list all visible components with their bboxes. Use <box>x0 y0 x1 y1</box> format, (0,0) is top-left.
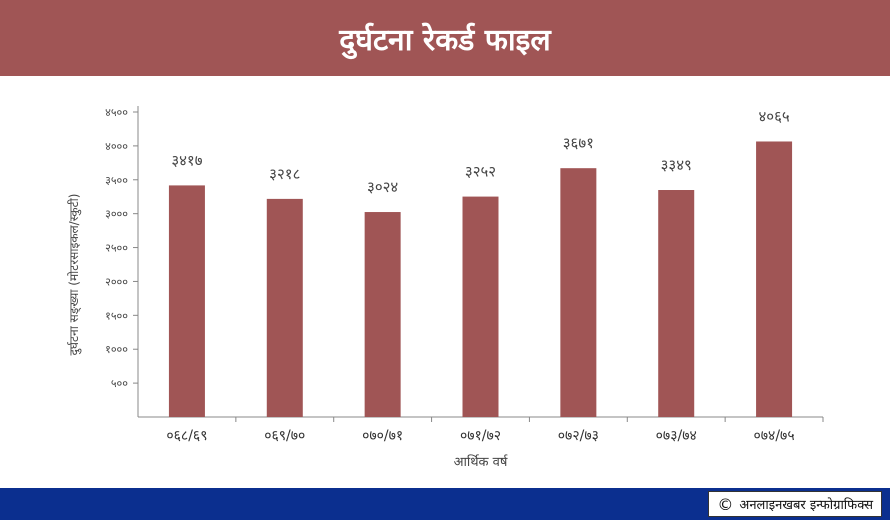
page-title: दुर्घटना रेकर्ड फाइल <box>339 22 551 58</box>
footer-bar: © अनलाइनखबर इन्फोग्राफिक्स <box>0 488 890 520</box>
data-label: ३३४९ <box>661 156 692 174</box>
data-label: ३२५२ <box>465 163 496 181</box>
bar <box>462 196 499 417</box>
y-tick-label: ५०० <box>111 377 128 390</box>
x-tick-label: ०६८/६९ <box>166 428 207 444</box>
x-tick-label: ०७०/७१ <box>362 428 403 444</box>
bar <box>364 212 401 417</box>
data-label: ३४१७ <box>171 151 202 169</box>
bar <box>756 141 793 417</box>
x-tick-label: ०६९/७० <box>264 428 305 444</box>
data-label: ३२१८ <box>269 165 300 183</box>
x-tick-label: ०७३/७४ <box>656 428 697 444</box>
credit-text: अनलाइनखबर इन्फोग्राफिक्स <box>739 498 873 513</box>
bar <box>168 185 205 417</box>
y-tick-label: २००० <box>105 275 128 288</box>
y-tick-label: ४५०० <box>105 106 128 119</box>
header-banner: दुर्घटना रेकर्ड फाइल <box>0 0 890 76</box>
bar <box>560 168 597 417</box>
data-label: ४०६५ <box>758 107 789 125</box>
x-axis-title: आर्थिक वर्ष <box>454 454 509 470</box>
y-tick-label: १००० <box>105 343 128 356</box>
bar-chart: ५०० १००० १५०० २००० २५०० ३००० ३५०० ४००० ४५०० ३४१७ ०… <box>67 106 824 470</box>
copyright-icon: © <box>717 494 734 514</box>
credit-badge: © अनलाइनखबर इन्फोग्राफिक्स <box>708 491 882 517</box>
y-axis-title: दुर्घटना सङ्ख्या (मोटरसाइकल/स्कुटी) <box>67 194 82 356</box>
data-label: ३६७१ <box>563 134 594 152</box>
y-tick-label: ४००० <box>105 140 128 153</box>
x-tick-label: ०७१/७२ <box>460 428 501 444</box>
y-tick-label: २५०० <box>105 242 128 255</box>
y-tick-label: ३५०० <box>105 174 128 187</box>
y-tick-label: १५०० <box>105 309 128 322</box>
x-tick-label: ०७४/७५ <box>754 428 795 444</box>
bar <box>266 198 303 417</box>
bar <box>658 190 695 417</box>
y-tick-label: ३००० <box>105 208 128 221</box>
data-label: ३०२४ <box>367 178 398 196</box>
x-tick-label: ०७२/७३ <box>558 428 599 444</box>
